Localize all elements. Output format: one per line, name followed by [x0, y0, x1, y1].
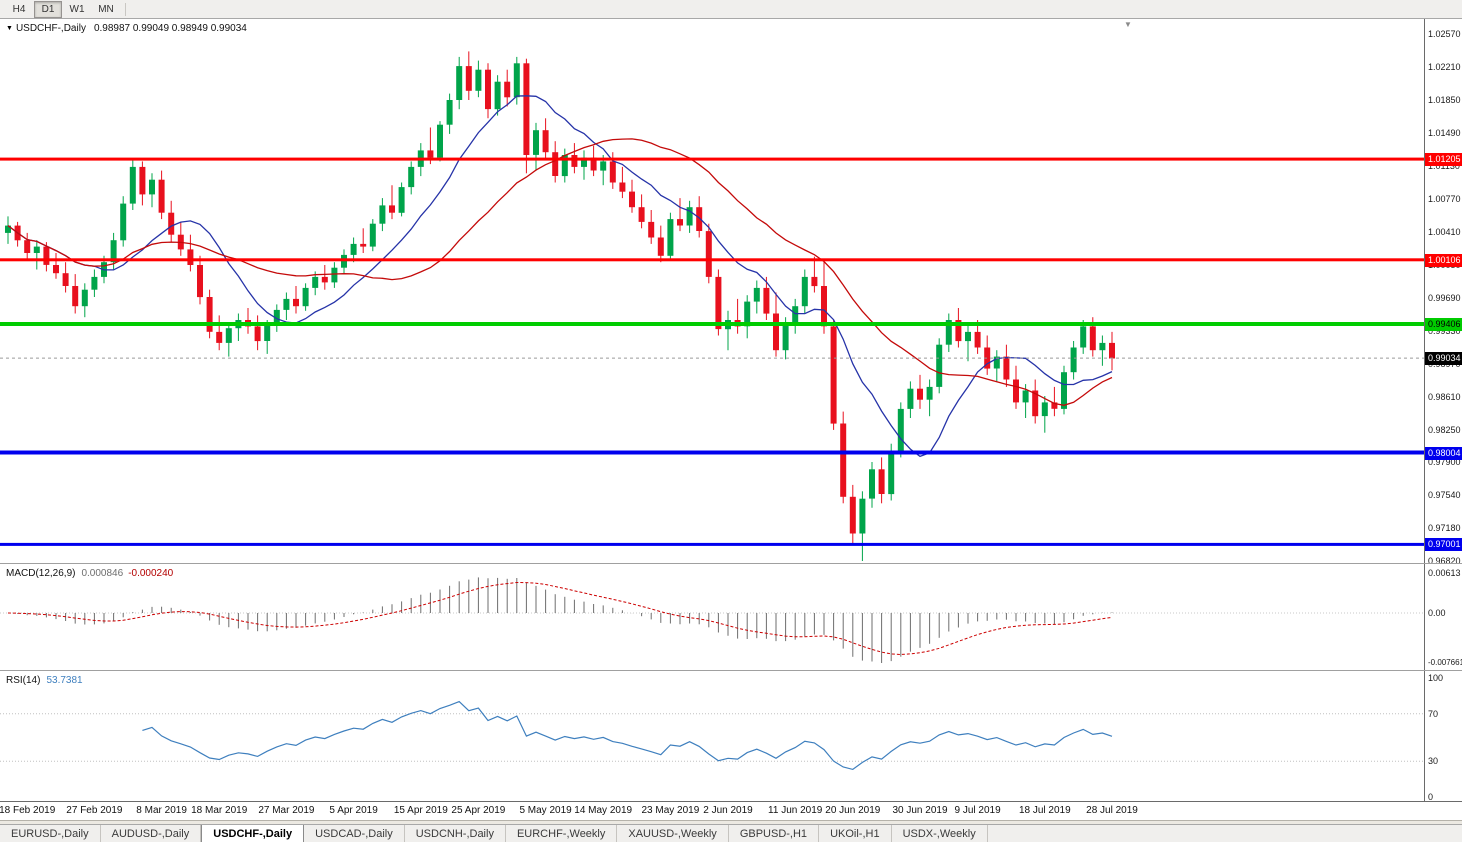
chart-tab-eurchf-weekly[interactable]: EURCHF-,Weekly: [506, 825, 618, 842]
price-tick: 0.99690: [1428, 293, 1461, 303]
chart-tab-eurusd-daily[interactable]: EURUSD-,Daily: [0, 825, 101, 842]
date-label: 5 Apr 2019: [329, 805, 378, 816]
price-level-label: 0.99406: [1425, 318, 1462, 331]
timeframe-button-d1[interactable]: D1: [34, 0, 62, 18]
rsi-line: [142, 700, 1113, 771]
date-label: 14 May 2019: [574, 805, 633, 816]
rsi-panel[interactable]: RSI(14) 53.7381: [0, 671, 1424, 801]
macd-histogram: [17, 577, 1113, 663]
ma-slow-line: [7, 138, 1113, 406]
price-tick: 0.99330: [1428, 326, 1461, 336]
chart-tab-bar: EURUSD-,Daily AUDUSD-,Daily USDCHF-,Daily U…: [0, 824, 1462, 842]
chart-tab-gbpusd-h1[interactable]: GBPUSD-,H1: [729, 825, 820, 842]
date-label: 9 Jul 2019: [954, 805, 1001, 816]
chart-menu-icon[interactable]: ▼: [6, 25, 13, 32]
horizontal-line-0.98004[interactable]: [0, 450, 1424, 455]
date-label: 23 May 2019: [641, 805, 700, 816]
horizontal-line-1.00106[interactable]: [0, 258, 1424, 262]
macd-tick: 0.00: [1428, 608, 1446, 618]
chart-tab-ukoil-h1[interactable]: UKOil-,H1: [819, 825, 892, 842]
date-label: 30 Jun 2019: [892, 805, 948, 816]
price-level-label: 0.98004: [1425, 446, 1462, 460]
price-tick: 0.98250: [1428, 424, 1461, 435]
timeframe-button-mn[interactable]: MN: [98, 3, 114, 15]
date-label: 25 Apr 2019: [451, 805, 506, 816]
rsi-name: RSI(14): [6, 675, 41, 686]
macd-signal-value: -0.000240: [128, 568, 174, 579]
price-tick: 1.00770: [1428, 194, 1461, 204]
price-tick: 1.01850: [1428, 95, 1461, 105]
horizontal-line-0.99406[interactable]: [0, 322, 1424, 326]
rsi-tick: 0: [1428, 792, 1434, 802]
price-tick: 1.02570: [1428, 29, 1461, 39]
price-level-label: 1.01205: [1425, 153, 1462, 167]
price-tick: 0.97540: [1428, 490, 1461, 500]
price-axis[interactable]: 1.025701.022101.018501.014901.011301.007…: [1424, 19, 1462, 802]
macd-main-value: 0.000846: [81, 568, 124, 579]
price-tick: 1.01490: [1428, 128, 1461, 138]
horizontal-line-0.97001[interactable]: [0, 542, 1424, 546]
macd-panel[interactable]: MACD(12,26,9) 0.000846 -0.000240: [0, 564, 1424, 670]
macd-label: MACD(12,26,9) 0.000846 -0.000240: [6, 568, 173, 579]
chart-tab-usdcnh-daily[interactable]: USDCNH-,Daily: [405, 825, 506, 842]
chart-shift-icon[interactable]: ▼: [1124, 20, 1132, 29]
price-tick: 0.97900: [1428, 457, 1461, 467]
chart-ohlc-values: 0.98987 0.99049 0.98949 0.99034: [93, 23, 247, 34]
chart-symbol: USDCHF-,Daily: [15, 23, 86, 34]
rsi-tick: 30: [1428, 756, 1439, 767]
date-label: 11 Jun 2019: [768, 805, 823, 816]
date-label: 28 Jul 2019: [1086, 805, 1138, 816]
chart-title: ▼ USDCHF-,Daily 0.98987 0.99049 0.98949 0.…: [6, 23, 247, 34]
macd-tick: -0.0076612: [1428, 658, 1462, 667]
price-tick: 0.97180: [1428, 523, 1461, 533]
rsi-tick: 100: [1428, 673, 1444, 683]
date-label: 2 Jun 2019: [703, 805, 753, 816]
window-splitter[interactable]: [0, 820, 1462, 824]
chart-tab-xauusd-weekly[interactable]: XAUUSD-,Weekly: [617, 825, 729, 842]
date-label: 18 Mar 2019: [191, 805, 248, 816]
horizontal-line-1.01205[interactable]: [0, 157, 1424, 161]
main-chart-panel[interactable]: ▼ USDCHF-,Daily 0.98987 0.99049 0.98949 0.…: [0, 19, 1424, 563]
rsi-label: RSI(14) 53.7381: [6, 675, 83, 686]
price-level-label: 0.97001: [1425, 538, 1462, 552]
timeframe-button-w1[interactable]: W1: [69, 3, 85, 15]
chart-tab-audusd-daily[interactable]: AUDUSD-,Daily: [101, 825, 202, 842]
date-label: 18 Jul 2019: [1018, 805, 1071, 816]
candlestick-chart[interactable]: [0, 19, 1424, 563]
candles[interactable]: [5, 51, 1115, 561]
timeframe-button-h4[interactable]: H4: [12, 3, 26, 15]
chart-tab-usdx-weekly[interactable]: USDX-,Weekly: [892, 825, 988, 842]
date-label: 20 Jun 2019: [825, 805, 881, 816]
macd-signal-line: [7, 581, 1113, 656]
panel-separator[interactable]: [0, 670, 1462, 671]
rsi-chart[interactable]: [0, 671, 1424, 801]
price-level-label: 1.00106: [1425, 253, 1462, 267]
ma-fast-line: [7, 95, 1113, 458]
chart-tab-usdcad-daily[interactable]: USDCAD-,Daily: [304, 825, 405, 842]
date-label: 15 Apr 2019: [393, 805, 448, 816]
date-label: 5 May 2019: [519, 805, 572, 816]
chart-tab-usdchf-daily[interactable]: USDCHF-,Daily: [201, 825, 305, 842]
macd-name: MACD(12,26,9): [6, 568, 76, 579]
macd-tick: 0.00613: [1428, 568, 1461, 578]
rsi-value: 53.7381: [46, 675, 83, 686]
price-tick: 1.02210: [1428, 62, 1461, 72]
bid-price-label: 0.99034: [1425, 352, 1462, 366]
date-label: 18 Feb 2019: [0, 805, 56, 816]
price-tick: 1.00410: [1428, 227, 1461, 237]
panel-separator[interactable]: [0, 563, 1462, 564]
toolbar-separator: [125, 2, 126, 16]
timeframe-toolbar: H4 D1 W1 MN: [0, 0, 1462, 19]
date-label: 8 Mar 2019: [136, 805, 187, 816]
price-tick: 0.98610: [1428, 391, 1461, 402]
rsi-tick: 70: [1428, 708, 1439, 719]
macd-chart[interactable]: [0, 564, 1424, 670]
date-label: 27 Mar 2019: [258, 805, 315, 816]
time-axis[interactable]: 18 Feb 2019 27 Feb 2019 8 Mar 2019 18 Mar 2…: [0, 801, 1462, 820]
date-label: 27 Feb 2019: [66, 805, 123, 816]
price-tick: 0.96820: [1428, 556, 1461, 566]
